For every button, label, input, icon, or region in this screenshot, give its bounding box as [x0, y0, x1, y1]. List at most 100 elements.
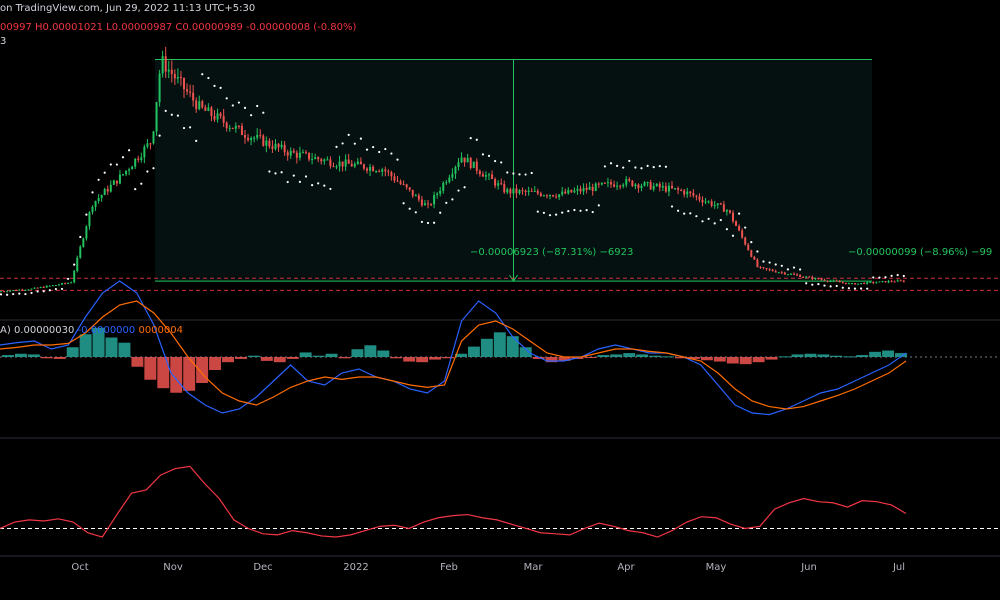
candle-body: [149, 143, 152, 145]
candle-body: [497, 183, 500, 186]
candle-body: [704, 201, 707, 203]
candle-body: [887, 280, 890, 283]
psar-dot: [823, 284, 826, 287]
psar-dot: [262, 111, 265, 114]
macd-histogram-bar: [2, 355, 14, 357]
candle-body: [161, 56, 164, 74]
x-axis-label: May: [706, 562, 727, 573]
candle-body: [564, 191, 567, 194]
candle-body: [549, 195, 551, 197]
candle-body: [491, 174, 494, 180]
candle-body: [216, 113, 219, 120]
candle-body: [814, 277, 817, 279]
candle-body: [774, 271, 777, 273]
psar-dot: [24, 292, 27, 296]
candle-body: [292, 150, 295, 153]
x-axis-label: Dec: [253, 562, 272, 573]
candle-body: [643, 182, 646, 186]
candle-body: [247, 137, 250, 141]
candle-body: [375, 171, 378, 173]
candle-body: [570, 189, 573, 193]
psar-dot: [237, 101, 240, 104]
candle-body: [719, 203, 722, 205]
psar-dot: [548, 214, 552, 217]
candle-body: [137, 158, 140, 160]
psar-dot: [54, 287, 58, 291]
psar-dot: [573, 208, 576, 212]
candle-body: [652, 186, 655, 190]
candle-body: [207, 107, 210, 111]
candle-body: [878, 281, 881, 283]
psar-dot: [353, 142, 356, 145]
candle-body: [902, 280, 905, 282]
candle-body: [103, 189, 106, 196]
candle-body: [664, 186, 667, 192]
candle-body: [240, 125, 243, 136]
candle-body: [735, 221, 738, 226]
psar-dot: [176, 114, 179, 117]
macd-histogram-bar: [584, 357, 597, 358]
psar-dot: [335, 145, 338, 148]
candle-body: [112, 180, 115, 185]
psar-dot: [128, 149, 131, 152]
candle-body: [707, 201, 710, 203]
candle-body: [539, 193, 542, 196]
candle-body: [838, 281, 841, 283]
candle-body: [542, 195, 545, 197]
candle-body: [692, 193, 695, 196]
candle-body: [122, 174, 124, 176]
candle-body: [765, 267, 768, 270]
candle-body: [64, 283, 67, 285]
psar-dot: [85, 213, 88, 216]
macd-histogram-bar: [131, 357, 144, 367]
candle-body: [265, 140, 268, 146]
ohlc-change: -0.00000008 (-0.80%): [246, 22, 357, 33]
psar-dot: [115, 163, 118, 166]
candle-body: [420, 199, 423, 206]
psar-dot: [622, 166, 625, 169]
candle-body: [131, 166, 134, 170]
psar-dot: [109, 163, 112, 166]
macd-histogram-bar: [623, 353, 636, 357]
candle-body: [6, 291, 9, 293]
x-axis: Oct Nov Dec 2022 Feb Mar Apr May Jun Jul: [71, 562, 905, 573]
candle-body: [677, 188, 680, 190]
candle-body: [808, 276, 811, 278]
macd-histogram-bar: [687, 357, 700, 359]
candle-body: [192, 92, 195, 101]
candle-body: [213, 115, 216, 120]
candle-body: [698, 196, 701, 200]
psar-dot: [475, 138, 478, 141]
psar-dot: [298, 180, 301, 183]
psar-dot: [445, 201, 448, 204]
candle-body: [179, 76, 182, 79]
candle-body: [515, 188, 518, 194]
candle-body: [799, 275, 802, 277]
candle-body: [305, 152, 307, 154]
macd-histogram-bar: [545, 357, 558, 363]
candle-body: [558, 194, 561, 198]
candle-body: [42, 286, 45, 288]
psar-dot: [640, 167, 643, 170]
candle-body: [27, 289, 30, 291]
macd-histogram-bar: [157, 357, 170, 389]
candle-body: [33, 287, 36, 289]
psar-dot: [555, 213, 558, 216]
psar-dot: [146, 170, 149, 173]
macd-prefix: A): [0, 325, 11, 336]
macd-value1: 0.00000030: [13, 325, 75, 336]
psar-dot: [542, 211, 546, 214]
psar-dot: [902, 274, 905, 278]
candle-body: [393, 176, 396, 181]
candle-body: [655, 183, 658, 187]
macd-histogram-bar: [209, 357, 222, 370]
candle-body: [73, 271, 76, 283]
candle-body: [189, 91, 192, 93]
candle-body: [253, 137, 256, 139]
psar-dot: [841, 286, 844, 289]
candle-body: [356, 161, 359, 164]
candle-body: [884, 281, 887, 283]
psar-dot: [463, 186, 466, 189]
psar-dot: [420, 220, 423, 224]
candle-body: [158, 73, 161, 103]
